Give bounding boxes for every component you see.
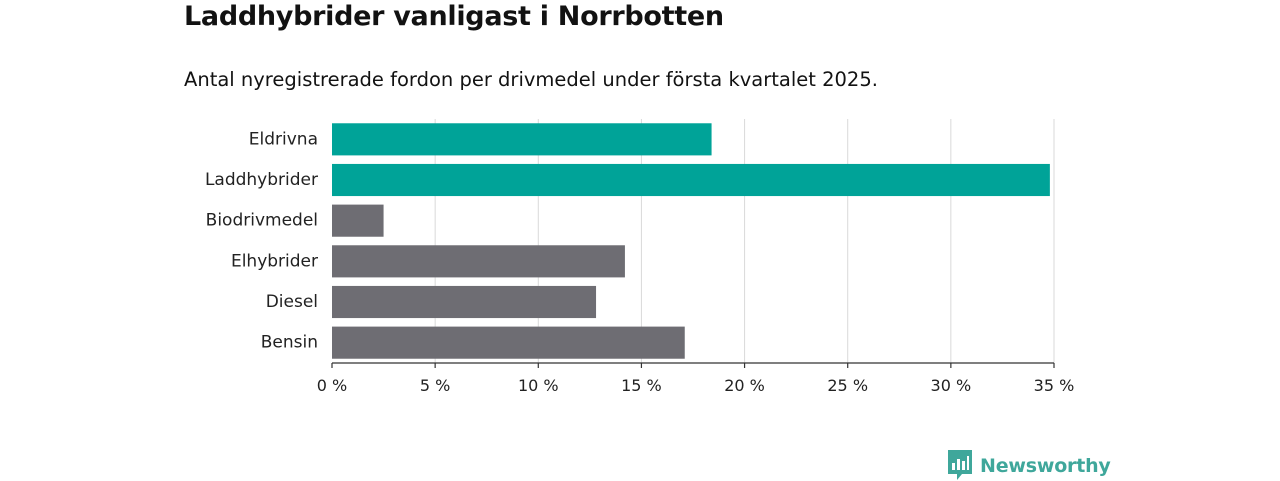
- category-label: Elhybrider: [231, 251, 318, 271]
- bar: [332, 204, 384, 237]
- x-tick-label: 35 %: [1034, 376, 1075, 395]
- x-tick-label: 10 %: [518, 376, 559, 395]
- x-tick-label: 30 %: [931, 376, 972, 395]
- category-label: Bensin: [261, 333, 318, 353]
- bar: [332, 245, 625, 278]
- bar: [332, 163, 1050, 197]
- x-tick-label: 0 %: [317, 376, 347, 395]
- bar: [332, 285, 597, 319]
- chart-subtitle: Antal nyregistrerade fordon per drivmede…: [184, 68, 878, 91]
- newsworthy-logo-icon: [948, 450, 972, 480]
- chart-title: Laddhybrider vanligast i Norrbotten: [184, 1, 724, 32]
- x-tick-label: 15 %: [621, 376, 662, 395]
- category-label: Eldrivna: [249, 129, 318, 149]
- category-label: Biodrivmedel: [206, 211, 318, 231]
- x-tick-label: 20 %: [724, 376, 765, 395]
- category-label: Diesel: [266, 292, 318, 312]
- bar: [332, 326, 685, 359]
- x-tick-label: 5 %: [420, 376, 450, 395]
- x-tick-label: 25 %: [827, 376, 868, 395]
- bar: [332, 123, 712, 156]
- newsworthy-logo: Newsworthy: [948, 450, 1111, 481]
- newsworthy-logo-text: Newsworthy: [980, 454, 1111, 477]
- category-label: Laddhybrider: [205, 170, 318, 190]
